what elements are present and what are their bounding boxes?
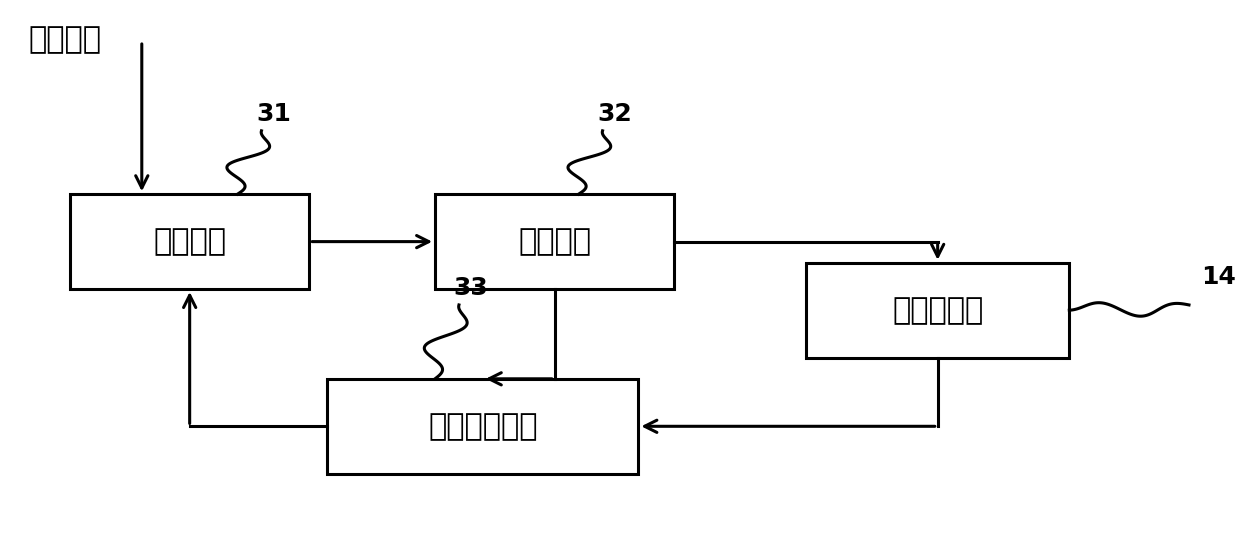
Text: 控制模块: 控制模块 xyxy=(154,227,226,256)
Bar xyxy=(806,263,1069,358)
Text: 位置反馈模块: 位置反馈模块 xyxy=(428,412,538,441)
Bar xyxy=(435,194,675,289)
Text: 14: 14 xyxy=(1202,265,1236,289)
Text: 33: 33 xyxy=(454,276,489,300)
Text: 目标位置: 目标位置 xyxy=(29,25,102,54)
Text: 多叶准直器: 多叶准直器 xyxy=(892,296,983,325)
Text: 32: 32 xyxy=(598,101,632,125)
Bar xyxy=(327,379,639,474)
Bar xyxy=(69,194,309,289)
Text: 31: 31 xyxy=(255,101,291,125)
Text: 驱动模块: 驱动模块 xyxy=(518,227,591,256)
